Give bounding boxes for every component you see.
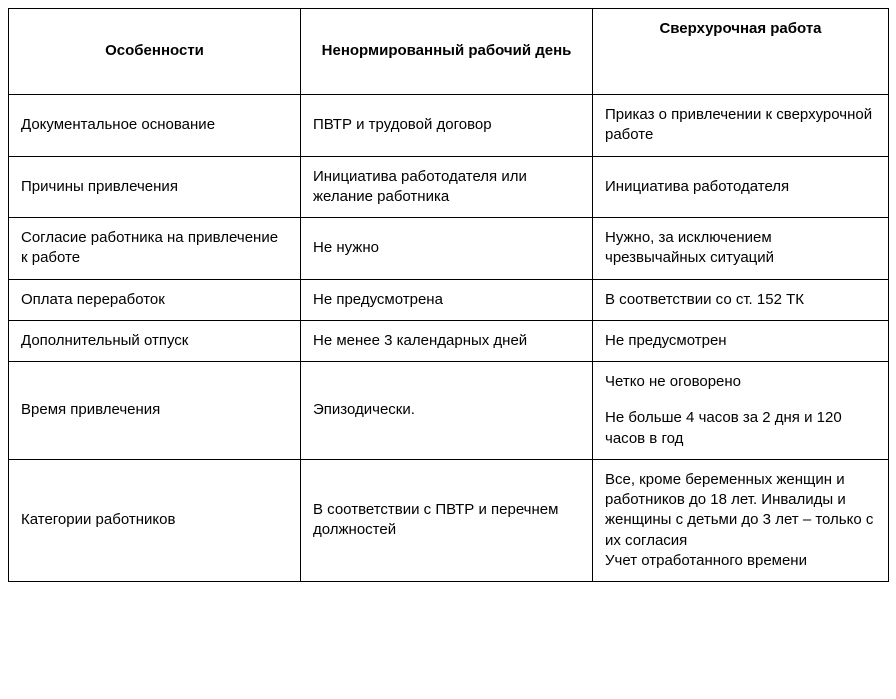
table-row: Оплата переработок Не предусмотрена В со… bbox=[9, 279, 889, 320]
cell-feature: Согласие работника на привлечение к рабо… bbox=[9, 218, 301, 280]
cell-feature: Время привлечения bbox=[9, 362, 301, 460]
cell-feature: Документальное основание bbox=[9, 95, 301, 157]
comparison-table: Особенности Ненормированный рабочий день… bbox=[8, 8, 889, 582]
cell-overtime: Не предусмотрен bbox=[593, 320, 889, 361]
cell-overtime: Все, кроме беременных женщин и работнико… bbox=[593, 459, 889, 581]
cell-overtime: Инициатива работодателя bbox=[593, 156, 889, 218]
cell-feature: Дополнительный отпуск bbox=[9, 320, 301, 361]
cell-paragraph: Четко не оговорено bbox=[605, 372, 876, 392]
table-row: Согласие работника на привлечение к рабо… bbox=[9, 218, 889, 280]
cell-feature: Оплата переработок bbox=[9, 279, 301, 320]
cell-feature: Категории работников bbox=[9, 459, 301, 581]
cell-irregular: Инициатива работодателя или желание рабо… bbox=[301, 156, 593, 218]
cell-paragraph: Все, кроме беременных женщин и работнико… bbox=[605, 470, 876, 551]
cell-overtime: Четко не оговорено Не больше 4 часов за … bbox=[593, 362, 889, 460]
table-row: Время привлечения Эпизодически. Четко не… bbox=[9, 362, 889, 460]
cell-overtime: Приказ о привлечении к сверхурочной рабо… bbox=[593, 95, 889, 157]
table-row: Документальное основание ПВТР и трудовой… bbox=[9, 95, 889, 157]
cell-irregular: Не нужно bbox=[301, 218, 593, 280]
table-header-row: Особенности Ненормированный рабочий день… bbox=[9, 9, 889, 95]
cell-irregular: Не предусмотрена bbox=[301, 279, 593, 320]
cell-paragraph: Не больше 4 часов за 2 дня и 120 часов в… bbox=[605, 408, 876, 449]
cell-overtime: Нужно, за исключением чрезвычайных ситуа… bbox=[593, 218, 889, 280]
cell-feature: Причины привлечения bbox=[9, 156, 301, 218]
table-row: Категории работников В соответствии с ПВ… bbox=[9, 459, 889, 581]
col-header-overtime: Сверхурочная работа bbox=[593, 9, 889, 95]
cell-irregular: Не менее 3 календарных дней bbox=[301, 320, 593, 361]
table-row: Причины привлечения Инициатива работодат… bbox=[9, 156, 889, 218]
cell-paragraph: Учет отработанного времени bbox=[605, 551, 876, 571]
cell-irregular: Эпизодически. bbox=[301, 362, 593, 460]
table-row: Дополнительный отпуск Не менее 3 календа… bbox=[9, 320, 889, 361]
cell-irregular: ПВТР и трудовой договор bbox=[301, 95, 593, 157]
col-header-features: Особенности bbox=[9, 9, 301, 95]
col-header-irregular: Ненормированный рабочий день bbox=[301, 9, 593, 95]
cell-overtime: В соответствии со ст. 152 ТК bbox=[593, 279, 889, 320]
cell-irregular: В соответствии с ПВТР и перечнем должнос… bbox=[301, 459, 593, 581]
